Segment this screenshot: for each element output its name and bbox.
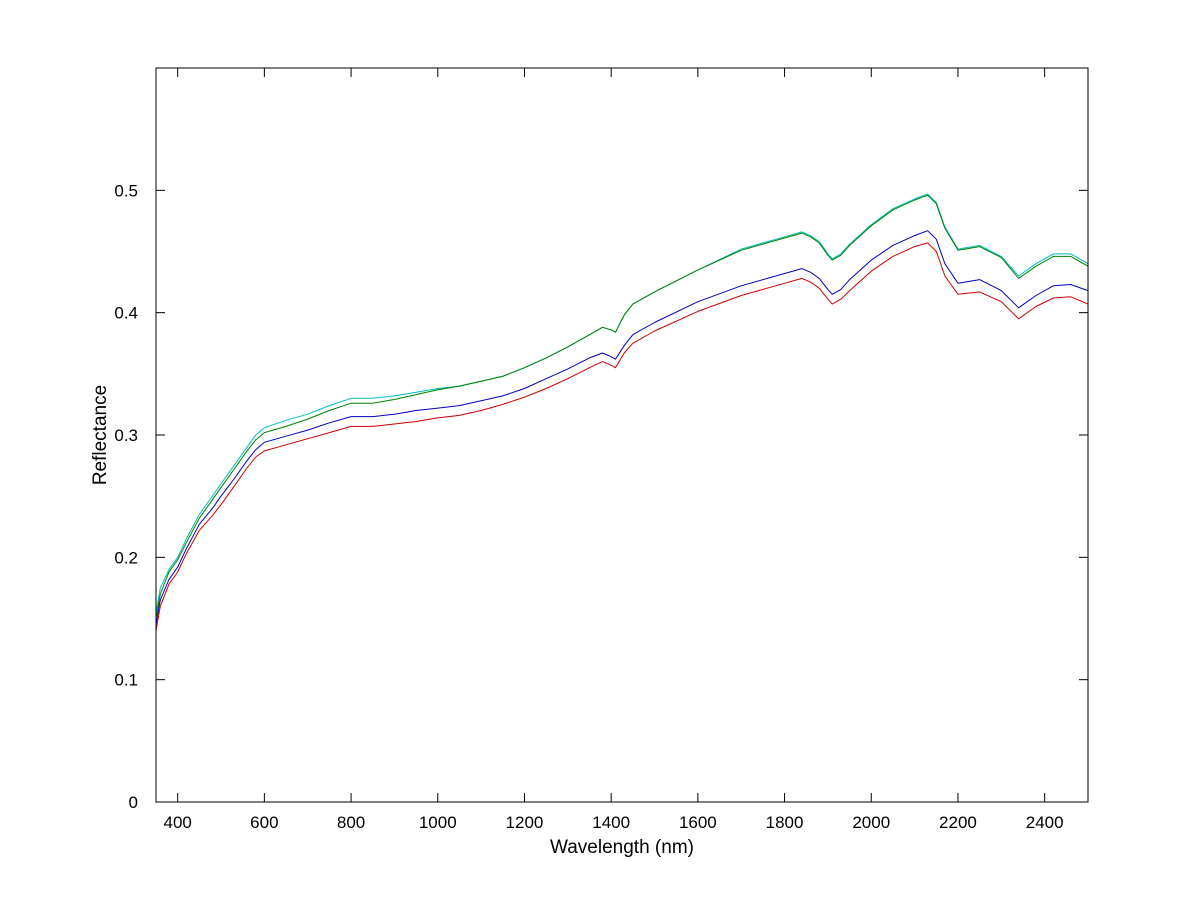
x-axis-title: Wavelength (nm) (550, 837, 694, 858)
series-layer (155, 193, 1089, 631)
tick-labels-layer: 400 600 800 1000 1200 1400 1600 1800 2000 2200 240… (114, 181, 1063, 832)
x-tick-label: 1200 (506, 813, 544, 832)
y-tick-label: 0.2 (114, 548, 138, 567)
plot-frame (155, 67, 1089, 803)
x-tick-label: 1400 (592, 813, 630, 832)
x-tick-label: 1600 (679, 813, 717, 832)
y-axis-title: Reflectance (90, 385, 111, 485)
series-line-4 (155, 242, 1089, 631)
y-tick-label: 0 (129, 793, 138, 812)
y-tick-label: 0.3 (114, 426, 138, 445)
y-tick-label: 0.4 (114, 304, 138, 323)
x-tick-label: 400 (163, 813, 191, 832)
x-tick-label: 2400 (1026, 813, 1064, 832)
x-tick-label: 800 (337, 813, 365, 832)
ticks-layer (156, 68, 1088, 803)
y-tick-label: 0.1 (114, 671, 138, 690)
x-tick-label: 600 (250, 813, 278, 832)
y-tick-label: 0.5 (114, 181, 138, 200)
x-tick-label: 1800 (766, 813, 804, 832)
x-tick-label: 1000 (419, 813, 457, 832)
x-tick-label: 2200 (939, 813, 977, 832)
x-tick-label: 2000 (852, 813, 890, 832)
series-line-3 (155, 230, 1089, 625)
series-line-2 (155, 194, 1089, 619)
